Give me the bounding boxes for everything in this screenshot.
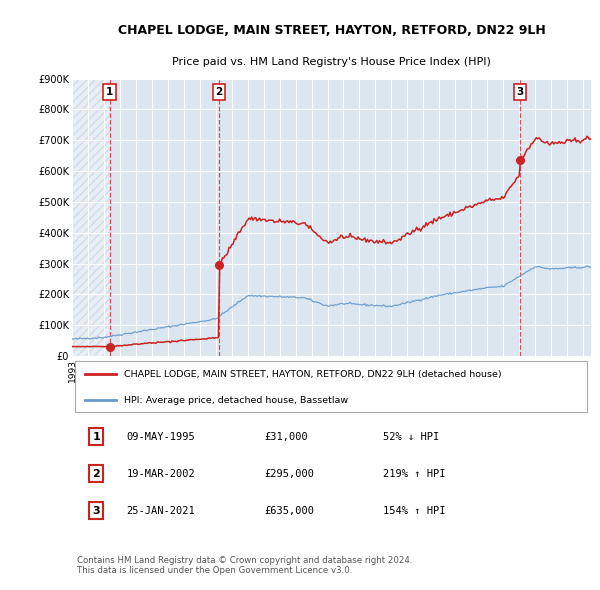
Text: £295,000: £295,000 — [264, 468, 314, 478]
Text: HPI: Average price, detached house, Bassetlaw: HPI: Average price, detached house, Bass… — [124, 395, 348, 405]
Text: Contains HM Land Registry data © Crown copyright and database right 2024.
This d: Contains HM Land Registry data © Crown c… — [77, 556, 413, 575]
Text: CHAPEL LODGE, MAIN STREET, HAYTON, RETFORD, DN22 9LH: CHAPEL LODGE, MAIN STREET, HAYTON, RETFO… — [118, 24, 545, 37]
Text: 25-JAN-2021: 25-JAN-2021 — [127, 506, 195, 516]
Text: £635,000: £635,000 — [264, 506, 314, 516]
Text: 2: 2 — [92, 468, 100, 478]
Text: CHAPEL LODGE, MAIN STREET, HAYTON, RETFORD, DN22 9LH (detached house): CHAPEL LODGE, MAIN STREET, HAYTON, RETFO… — [124, 370, 502, 379]
Text: 3: 3 — [517, 87, 524, 97]
FancyBboxPatch shape — [74, 361, 587, 412]
Text: £31,000: £31,000 — [264, 431, 308, 441]
Text: 19-MAR-2002: 19-MAR-2002 — [127, 468, 195, 478]
Text: 154% ↑ HPI: 154% ↑ HPI — [383, 506, 446, 516]
Text: 219% ↑ HPI: 219% ↑ HPI — [383, 468, 446, 478]
Text: 1: 1 — [92, 431, 100, 441]
Text: 2: 2 — [215, 87, 223, 97]
Text: 1: 1 — [106, 87, 113, 97]
Text: 52% ↓ HPI: 52% ↓ HPI — [383, 431, 440, 441]
Text: Price paid vs. HM Land Registry's House Price Index (HPI): Price paid vs. HM Land Registry's House … — [172, 57, 491, 67]
Text: 09-MAY-1995: 09-MAY-1995 — [127, 431, 195, 441]
Text: 3: 3 — [92, 506, 100, 516]
